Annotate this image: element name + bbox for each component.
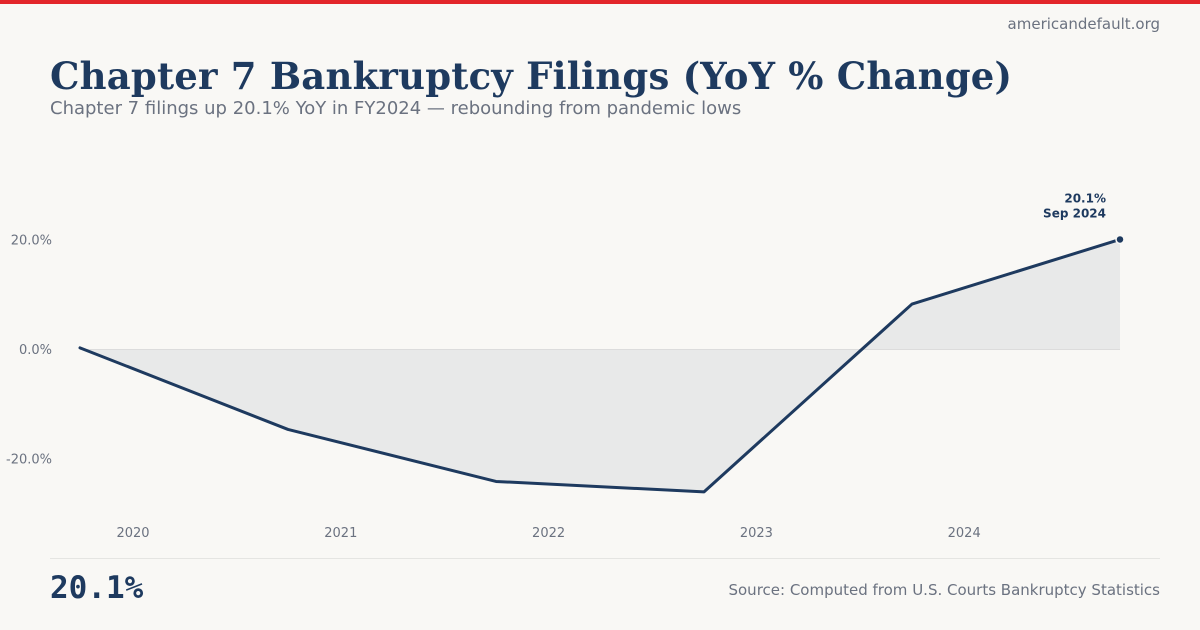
headline-value: 20.1% <box>50 570 144 606</box>
y-tick-label: 0.0% <box>19 343 52 358</box>
footer-divider <box>50 558 1160 559</box>
x-tick-label: 2022 <box>532 526 565 541</box>
source-note: Source: Computed from U.S. Courts Bankru… <box>728 581 1160 599</box>
accent-top-bar <box>0 0 1200 4</box>
last-data-point <box>1115 234 1125 245</box>
annotation-date: Sep 2024 <box>1043 206 1106 220</box>
chart-subtitle: Chapter 7 filings up 20.1% YoY in FY2024… <box>50 98 742 119</box>
area-fill <box>80 239 1120 492</box>
x-tick-label: 2020 <box>116 526 149 541</box>
y-tick-label: 20.0% <box>11 234 52 249</box>
y-tick-label: -20.0% <box>6 453 52 468</box>
site-name: americandefault.org <box>1007 15 1160 33</box>
annotation-value: 20.1% <box>1064 191 1106 205</box>
series-line <box>78 237 1122 494</box>
chart-title: Chapter 7 Bankruptcy Filings (YoY % Chan… <box>50 54 1013 98</box>
x-tick-label: 2021 <box>324 526 357 541</box>
x-tick-label: 2023 <box>740 526 773 541</box>
x-tick-label: 2024 <box>948 526 981 541</box>
